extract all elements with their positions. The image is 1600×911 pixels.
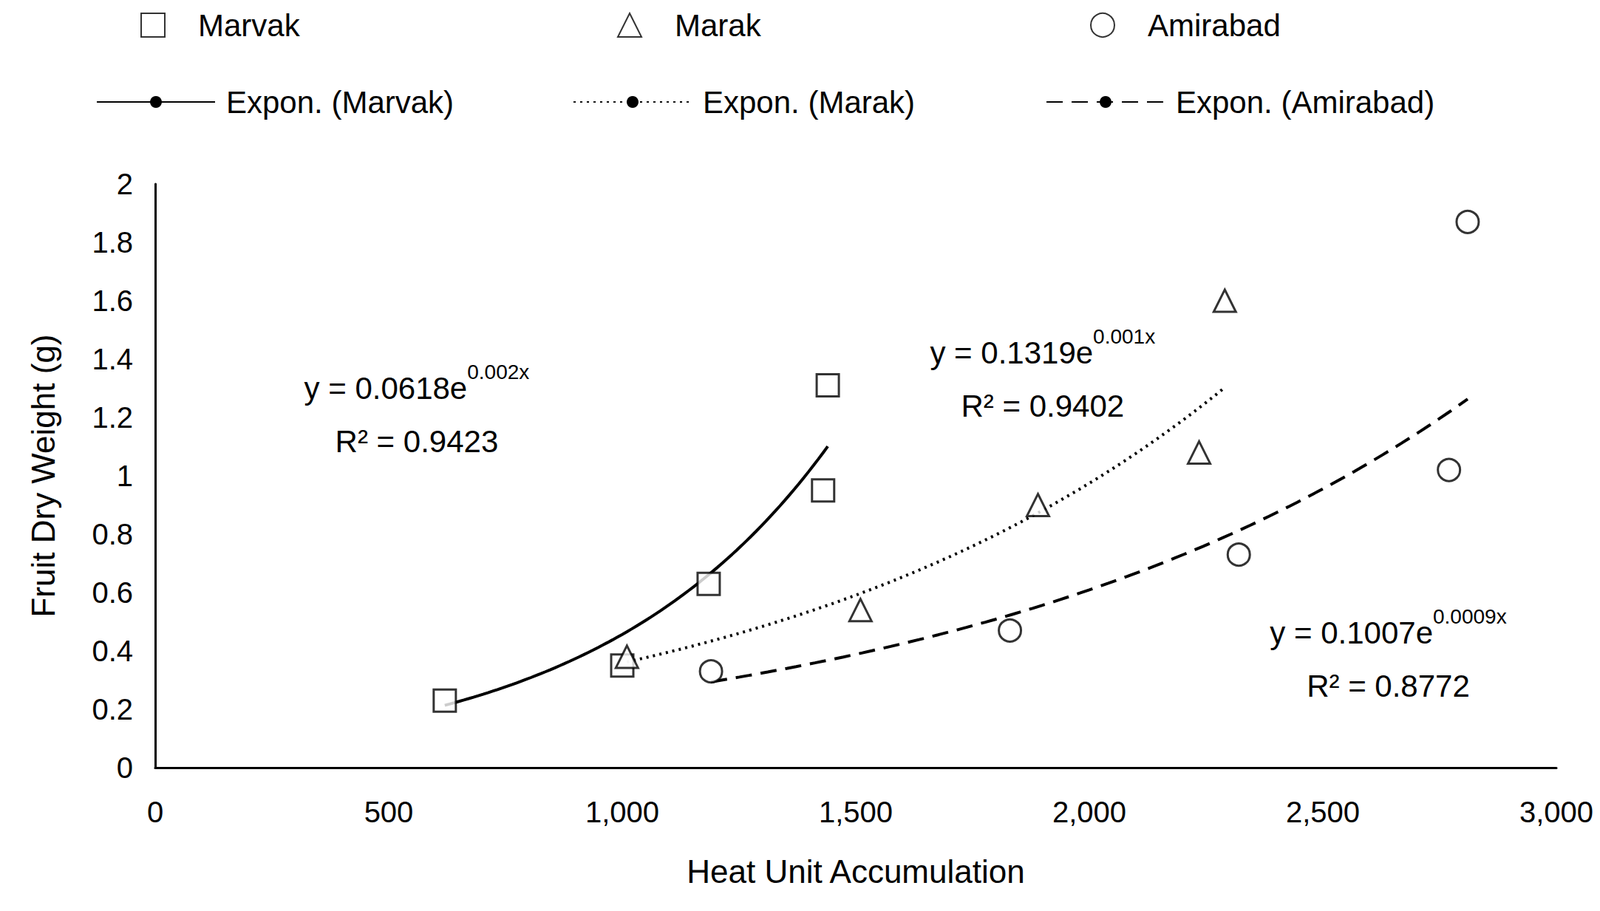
svg-text:2,500: 2,500: [1285, 795, 1360, 829]
svg-text:0.0009x: 0.0009x: [1432, 605, 1507, 629]
svg-text:0.4: 0.4: [91, 634, 134, 668]
svg-text:y = 0.1319e: y = 0.1319e: [929, 335, 1094, 371]
svg-text:0.002x: 0.002x: [467, 360, 530, 384]
svg-text:Heat Unit Accumulation: Heat Unit Accumulation: [686, 853, 1025, 890]
svg-text:1,500: 1,500: [818, 795, 893, 829]
svg-text:y = 0.1007e: y = 0.1007e: [1269, 615, 1433, 651]
svg-text:0.8: 0.8: [91, 518, 134, 551]
svg-text:Expon. (Amirabad): Expon. (Amirabad): [1175, 84, 1435, 120]
svg-text:2,000: 2,000: [1052, 795, 1127, 829]
svg-text:y = 0.0618e: y = 0.0618e: [304, 370, 468, 406]
svg-text:1.2: 1.2: [91, 401, 134, 434]
svg-text:1.6: 1.6: [91, 284, 134, 318]
svg-text:R² = 0.9402: R² = 0.9402: [960, 388, 1125, 424]
svg-text:0: 0: [116, 751, 134, 785]
svg-text:1.4: 1.4: [91, 342, 134, 376]
svg-text:Marvak: Marvak: [198, 8, 301, 43]
svg-text:2: 2: [116, 167, 134, 201]
svg-text:R² = 0.8772: R² = 0.8772: [1306, 668, 1470, 704]
svg-text:500: 500: [364, 795, 414, 829]
svg-text:3,000: 3,000: [1519, 795, 1594, 829]
svg-text:R² = 0.9423: R² = 0.9423: [335, 424, 499, 459]
svg-text:Expon. (Marvak): Expon. (Marvak): [226, 84, 454, 120]
svg-text:0.2: 0.2: [91, 693, 134, 726]
svg-text:Expon. (Marak): Expon. (Marak): [702, 84, 915, 120]
svg-text:1: 1: [116, 459, 134, 493]
svg-text:1,000: 1,000: [585, 795, 660, 829]
svg-text:0.001x: 0.001x: [1093, 325, 1156, 349]
svg-text:0: 0: [147, 795, 164, 829]
svg-text:Amirabad: Amirabad: [1147, 8, 1281, 43]
svg-text:Fruit Dry Weight (g): Fruit Dry Weight (g): [25, 334, 62, 618]
svg-text:0.6: 0.6: [91, 576, 134, 609]
svg-text:1.8: 1.8: [91, 226, 134, 259]
svg-text:Marak: Marak: [674, 8, 762, 43]
